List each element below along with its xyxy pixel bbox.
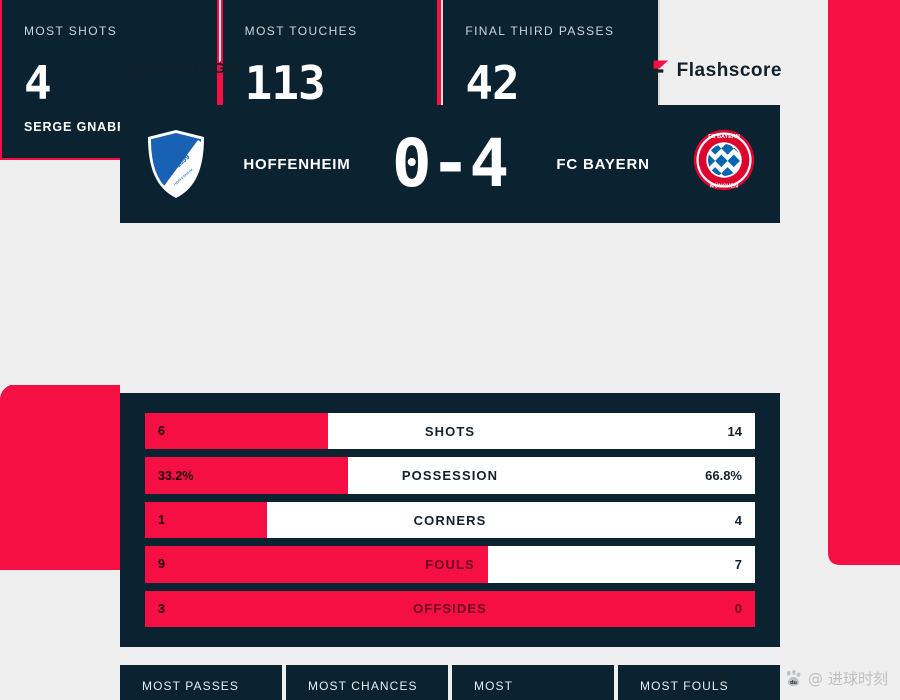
svg-text:du: du [790,680,797,686]
bottom-card-most-chances[interactable]: MOST CHANCES [286,665,448,700]
stat-bar-row-possession[interactable]: 33.2% POSSESSION 66.8% [145,457,755,494]
stat-bar-fill [145,413,328,450]
stat-bar-label: SHOTS [424,423,476,439]
stat-bar-label: OFFSIDES [413,601,487,617]
right-red-bar [828,0,900,565]
stat-card-player: SERGE GNABRY [24,120,136,134]
watermark-at: @ [807,669,823,688]
stat-bar-row-corners[interactable]: 1 CORNERS 4 [145,501,755,539]
hoffenheim-crest-icon: TSG 1899 HOFFENHEIM [144,128,208,200]
flashscore-logo-icon [643,60,668,82]
brand-name: Flashscore [676,60,782,81]
scoreboard: TSG 1899 HOFFENHEIM HOFFENHEIM 0-4 FC BA… [120,105,780,223]
bottom-card-label: MOST PASSES [142,679,240,693]
stat-bar-away-value: 14 [727,423,742,439]
stat-bar-fill [145,457,348,494]
home-team-name: HOFFENHEIM [243,155,351,173]
stat-bar-row-fouls[interactable]: 9 FOULS 7 [145,546,755,583]
match-stats-bar-chart: 6 SHOTS 14 33.2% POSSESSION 66.8% 1 CORN… [120,393,780,647]
stat-bar-home-value: 9 [158,557,165,572]
stat-bar-label: CORNERS [413,512,487,528]
stat-bar-fill [145,546,489,583]
svg-text:MÜNCHEN: MÜNCHEN [710,183,738,190]
watermark-text: 进球时刻 [827,670,888,688]
stat-card-label: FINAL THIRD PASSES [465,24,615,38]
stat-bar-fill [145,501,267,539]
stat-bar-label: POSSESSION [401,468,499,484]
stat-card-value: 4 [24,56,52,110]
stat-bar-away-value: 4 [734,512,742,528]
stat-bar-fill [145,590,755,628]
page-header: BUNDESLIGA Flashscore [0,0,900,105]
bottom-card-most[interactable]: MOST [452,665,614,700]
bottom-stat-cards: MOST PASSES MOST CHANCES MOST MOST FOULS [120,665,780,700]
stat-bar-row-shots[interactable]: 6 SHOTS 14 [145,413,755,450]
stat-bar-label: FOULS [425,556,475,572]
baidu-paw-icon: du [786,670,801,686]
stat-card-label: MOST SHOTS [24,24,118,38]
stat-bar-home-value: 1 [158,513,165,528]
left-red-shape [0,385,120,570]
bottom-card-label: MOST CHANCES [308,679,418,693]
bottom-card-most-passes[interactable]: MOST PASSES [120,665,282,700]
stat-card-value: 42 [465,56,519,110]
league-title: BUNDESLIGA [124,60,240,77]
brand-logo-group[interactable]: Flashscore [643,58,782,84]
stat-bar-away-value: 66.8% [705,468,742,484]
stat-card-label: MOST TOUCHES [244,24,358,38]
stat-bar-home-value: 3 [158,601,165,616]
match-score: 0-4 [391,125,509,202]
bottom-card-most-fouls[interactable]: MOST FOULS [618,665,780,700]
svg-text:FC BAYERN: FC BAYERN [708,134,740,140]
stat-bar-row-offsides[interactable]: 3 OFFSIDES 0 [145,590,755,628]
stat-bar-home-value: 33.2% [158,468,194,483]
stat-card-value: 113 [244,56,326,110]
stat-bar-home-value: 6 [158,424,165,439]
watermark: du @ 进球时刻 [784,668,888,689]
stat-bar-away-value: 7 [734,556,742,572]
bottom-card-label: MOST FOULS [640,679,729,693]
away-team-name: FC BAYERN [556,155,650,173]
bottom-card-label: MOST [474,679,514,693]
stat-bar-away-value: 0 [734,601,742,617]
bayern-munich-crest-icon: FC BAYERN MÜNCHEN [692,128,756,200]
